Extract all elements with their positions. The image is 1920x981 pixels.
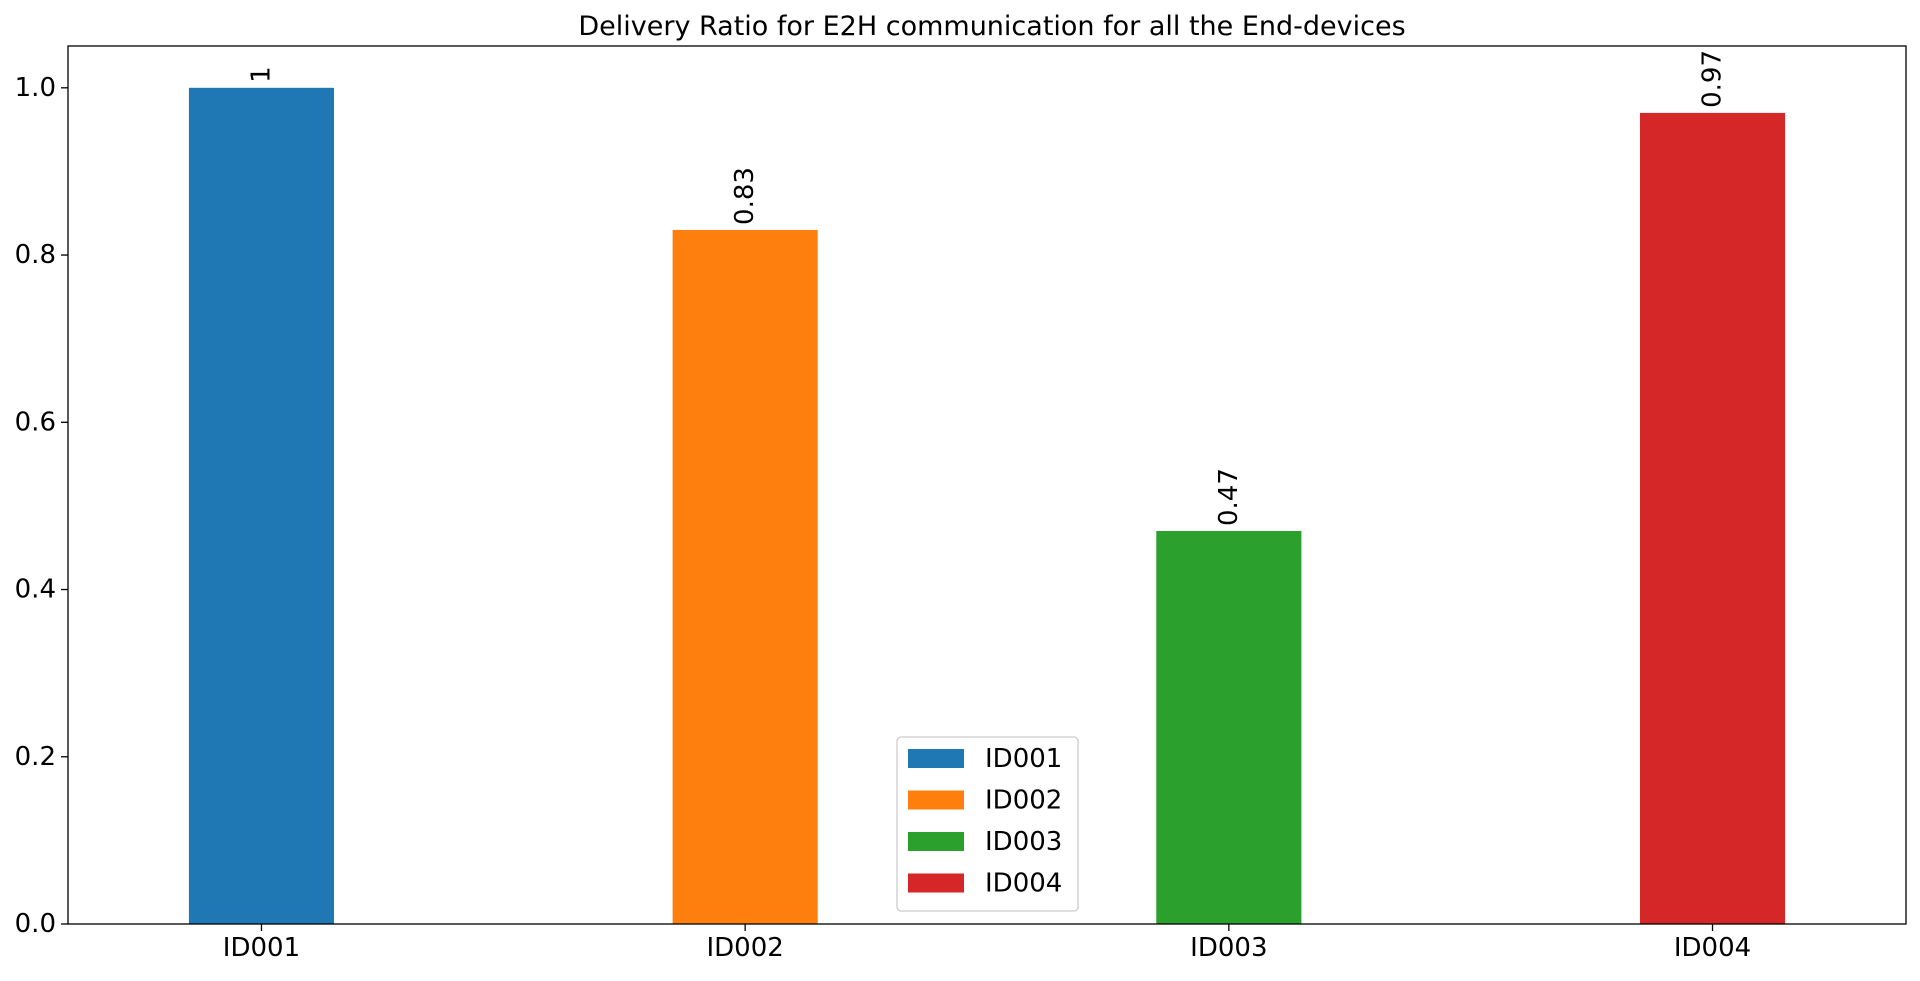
bar-id003 (1156, 530, 1302, 924)
bar-value-label-id002: 0.83 (730, 167, 760, 225)
bar-value-label-id003: 0.47 (1214, 468, 1244, 526)
legend-swatch-id003 (908, 832, 964, 851)
y-tick-label: 0.4 (15, 575, 56, 605)
bar-id004 (1639, 112, 1786, 924)
legend-label-id003: ID003 (985, 827, 1062, 857)
bar-value-label-id001: 1 (246, 66, 276, 83)
bar-value-label-id004: 0.97 (1698, 50, 1728, 108)
y-tick-label: 1.0 (15, 73, 56, 103)
legend-swatch-id001 (908, 749, 964, 768)
legend-label-id001: ID001 (985, 744, 1062, 774)
x-tick-label: ID004 (1674, 933, 1751, 963)
chart-title: Delivery Ratio for E2H communication for… (578, 11, 1405, 42)
plot-area-frame (67, 45, 1907, 925)
y-tick-label: 0.0 (15, 909, 56, 939)
bar-id002 (672, 229, 818, 924)
x-axis: ID001 ID002 ID003 ID004 (223, 924, 1751, 963)
x-tick-label: ID003 (1190, 933, 1267, 963)
bars-layer (188, 87, 1786, 925)
x-tick-label: ID001 (223, 933, 300, 963)
y-tick-label: 0.2 (15, 742, 56, 772)
legend: ID001 ID002 ID003 ID004 (896, 736, 1079, 912)
y-tick-label: 0.8 (15, 240, 56, 270)
legend-box (896, 736, 1079, 912)
bar-value-labels: 1 0.83 0.47 0.97 (246, 50, 1727, 526)
y-tick-label: 0.6 (15, 407, 56, 437)
legend-label-id004: ID004 (985, 869, 1062, 899)
legend-swatch-id004 (908, 873, 964, 893)
y-axis: 0.0 0.2 0.4 0.6 0.8 1.0 (15, 73, 68, 939)
legend-swatch-id002 (908, 790, 964, 810)
legend-label-id002: ID002 (985, 786, 1062, 816)
bar-id001 (188, 87, 335, 925)
x-tick-label: ID002 (706, 933, 783, 963)
